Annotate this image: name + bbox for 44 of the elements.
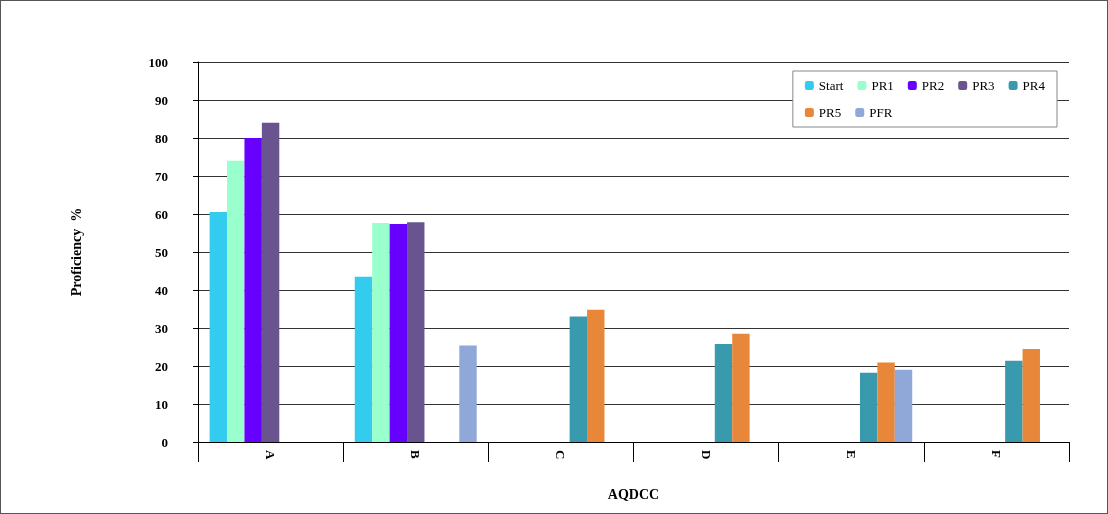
legend-label: PR2 [921, 78, 945, 93]
bar [407, 222, 425, 442]
y-tick-label: 60 [155, 206, 168, 222]
x-axis-title: AQDCC [607, 486, 660, 502]
bar [859, 372, 878, 442]
legend-label: Start [818, 78, 844, 93]
bar [714, 343, 733, 442]
legend-label: PR5 [818, 105, 842, 120]
bar [227, 160, 245, 442]
legend-label: PR3 [972, 78, 995, 93]
bar [389, 223, 408, 442]
bar [1005, 360, 1023, 442]
y-tick-label: 80 [155, 130, 168, 146]
y-tick-label: 30 [155, 320, 168, 336]
bar [732, 333, 750, 442]
x-tick-label: A [263, 450, 279, 460]
y-axis-title: Proficiency % [68, 207, 84, 297]
bar [877, 362, 895, 442]
bar [894, 369, 913, 442]
y-tick-label: 100 [148, 54, 168, 70]
bar [209, 212, 228, 442]
bar [372, 223, 390, 442]
bar [1022, 348, 1040, 442]
y-tick-label: 50 [155, 244, 168, 260]
y-tick-label: 90 [155, 92, 168, 108]
x-tick-label: D [698, 450, 714, 460]
x-tick-label: F [988, 450, 1004, 458]
y-tick-label: 0 [161, 434, 168, 450]
x-tick-label: E [843, 450, 859, 459]
bar [261, 122, 280, 442]
legend-label: PFR [869, 105, 893, 120]
x-tick-label: B [408, 450, 424, 459]
bar [587, 309, 605, 442]
bar [244, 138, 262, 442]
bar [569, 316, 588, 442]
bar [459, 345, 477, 442]
legend-label: PR4 [1022, 78, 1046, 93]
x-tick-label: C [553, 450, 569, 460]
legend-label: PR1 [871, 78, 894, 93]
y-tick-label: 70 [155, 168, 168, 184]
y-tick-label: 20 [155, 358, 168, 374]
y-tick-label: 10 [155, 396, 168, 412]
bar [354, 276, 373, 442]
y-tick-label: 40 [155, 282, 168, 298]
